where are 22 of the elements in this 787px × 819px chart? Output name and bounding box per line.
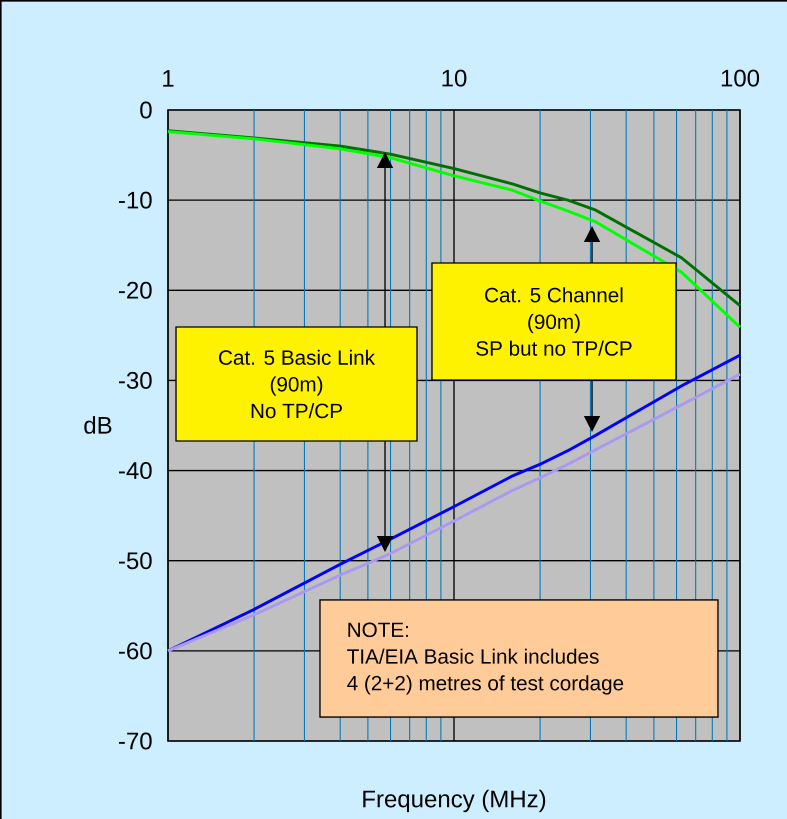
y-tick-label: -60 — [119, 642, 152, 660]
x-axis-title: Frequency (MHz) — [363, 790, 546, 812]
y-tick-label: -50 — [119, 552, 152, 570]
annotation: Cat. 5 Channel — [485, 287, 622, 302]
annotation: (90m) — [528, 314, 580, 334]
x-tick-label: 100 — [722, 70, 760, 87]
annotation: Cat. 5 Basic Link — [219, 350, 376, 365]
annotation: SP but no TP/CP — [476, 340, 632, 356]
x-tick-label: 10 — [442, 70, 466, 87]
y-tick-label: -20 — [119, 282, 152, 299]
annotation: No TP/CP — [252, 403, 342, 418]
x-tick-label: 1 — [163, 70, 174, 87]
y-tick-label: -70 — [119, 732, 152, 750]
y-tick-label: -10 — [119, 192, 152, 209]
annotation: (90m) — [270, 376, 322, 396]
annotation: TIA/EIA Basic Link includes — [347, 648, 599, 664]
y-tick-label: -30 — [119, 372, 152, 389]
y-tick-label: 0 — [140, 101, 152, 118]
annotation: NOTE: — [348, 622, 408, 638]
y-axis-title: dB — [84, 416, 112, 434]
annotation: 4 (2+2) metres of test cordage — [347, 675, 624, 695]
y-tick-label: -40 — [119, 462, 152, 480]
